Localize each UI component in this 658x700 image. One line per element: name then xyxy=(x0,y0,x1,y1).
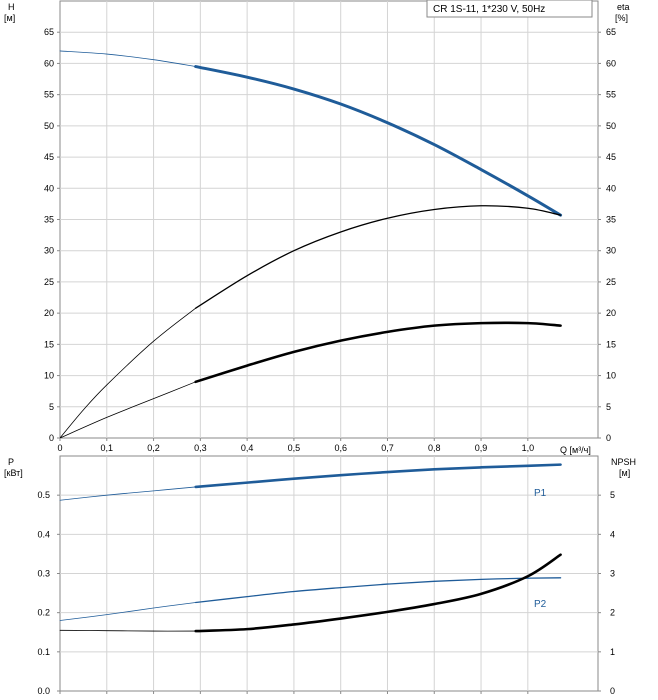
tick-label-left: 20 xyxy=(44,308,54,318)
curve-npsh-extrapolated xyxy=(59,629,197,632)
top-left-axis-unit: [м] xyxy=(4,13,15,23)
tick-label-right: 4 xyxy=(610,529,615,539)
tick-label-left: 10 xyxy=(44,371,54,381)
tick-label-right: 65 xyxy=(606,27,616,37)
tick-label-x: 0,6 xyxy=(334,443,347,453)
tick-label-x: 0,8 xyxy=(428,443,441,453)
bottom-left-axis-unit: [кВт] xyxy=(4,468,23,478)
tick-label-left: 45 xyxy=(44,152,54,162)
tick-label-left: 50 xyxy=(44,121,54,131)
tick-label-x: 0,3 xyxy=(194,443,207,453)
curve-p1-extrapolated xyxy=(59,486,197,501)
top-right-axis-unit: [%] xyxy=(615,13,628,23)
tick-label-right: 25 xyxy=(606,277,616,287)
tick-label-left: 65 xyxy=(44,27,54,37)
tick-label-right: 5 xyxy=(610,490,615,500)
series-label-p1: P1 xyxy=(534,488,547,499)
curve-h-extrapolated xyxy=(59,50,197,67)
tick-label-x: 0,7 xyxy=(381,443,394,453)
tick-label-right: 15 xyxy=(606,339,616,349)
tick-label-left: 25 xyxy=(44,277,54,287)
tick-label-x: 0,5 xyxy=(288,443,301,453)
tick-label-x: 0,1 xyxy=(101,443,114,453)
top-plot-curves xyxy=(59,50,563,439)
tick-label-left: 0.1 xyxy=(37,647,50,657)
tick-label-right: 50 xyxy=(606,121,616,131)
tick-label-x: 0 xyxy=(57,443,62,453)
curve-p2 xyxy=(195,577,562,604)
title-box xyxy=(426,0,593,18)
tick-label-right: 20 xyxy=(606,308,616,318)
curve-p2-extrapolated xyxy=(59,602,197,621)
tick-label-left: 0.4 xyxy=(37,529,50,539)
tick-label-right: 0 xyxy=(606,433,611,443)
tick-label-left: 0.3 xyxy=(37,569,50,579)
curve-eta xyxy=(195,205,562,309)
bottom-plot-ticks: 0.0 0.1 0.2 0.3 0.4 0.5 0 1 2 3 4 5 xyxy=(37,490,615,696)
tick-label-right: 1 xyxy=(610,647,615,657)
tick-label-right: 30 xyxy=(606,246,616,256)
top-left-axis-title: H xyxy=(8,2,15,12)
tick-label-x: 0,4 xyxy=(241,443,254,453)
tick-label-right: 0 xyxy=(610,686,615,696)
tick-label-x: 0,9 xyxy=(475,443,488,453)
bottom-right-axis-unit: [м] xyxy=(619,468,630,478)
x-axis-label: Q [м³/ч] xyxy=(560,445,591,455)
bottom-plot-curves xyxy=(59,463,562,633)
curve-p1 xyxy=(194,463,562,489)
curve-h xyxy=(194,65,563,217)
tick-label-left: 60 xyxy=(44,58,54,68)
chart-title: CR 1S-11, 1*230 V, 50Hz xyxy=(433,4,545,15)
top-right-axis-title: eta xyxy=(617,2,630,12)
series-label-p2: P2 xyxy=(534,599,547,610)
tick-label-left: 0.0 xyxy=(37,686,50,696)
curve-eta-extrapolated xyxy=(59,307,197,439)
tick-label-right: 40 xyxy=(606,183,616,193)
tick-label-right: 10 xyxy=(606,371,616,381)
tick-label-left: 40 xyxy=(44,183,54,193)
tick-label-right: 2 xyxy=(610,608,615,618)
tick-label-right: 60 xyxy=(606,58,616,68)
tick-label-right: 5 xyxy=(606,402,611,412)
tick-label-left: 5 xyxy=(49,402,54,412)
tick-label-left: 55 xyxy=(44,90,54,100)
curve-npsh xyxy=(194,553,562,633)
tick-label-left: 0 xyxy=(49,433,54,443)
tick-label-right: 45 xyxy=(606,152,616,162)
top-plot-grid xyxy=(59,0,599,439)
curve-npsh_upper xyxy=(194,321,562,384)
tick-label-x: 0,2 xyxy=(147,443,160,453)
tick-label-left: 0.5 xyxy=(37,490,50,500)
tick-label-x: 1,0 xyxy=(522,443,535,453)
bottom-plot-grid xyxy=(59,455,599,692)
tick-label-right: 35 xyxy=(606,215,616,225)
tick-label-left: 35 xyxy=(44,215,54,225)
tick-label-right: 55 xyxy=(606,90,616,100)
tick-label-left: 15 xyxy=(44,339,54,349)
bottom-left-axis-title: P xyxy=(8,457,14,467)
curve-npsh_upper-extrapolated xyxy=(59,381,197,439)
tick-label-right: 3 xyxy=(610,569,615,579)
bottom-right-axis-title: NPSH xyxy=(611,457,636,467)
tick-label-left: 30 xyxy=(44,246,54,256)
tick-label-left: 0.2 xyxy=(37,608,50,618)
